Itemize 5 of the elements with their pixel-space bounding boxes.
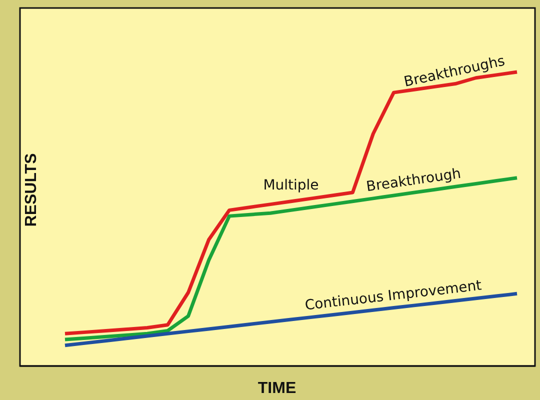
- text: Continuous Improvement: [304, 278, 483, 314]
- text: Breakthrough: [365, 166, 462, 196]
- annotation: Multiple: [263, 177, 319, 194]
- x-axis-title: TIME: [258, 380, 296, 397]
- y-axis-title: RESULTS: [23, 152, 40, 227]
